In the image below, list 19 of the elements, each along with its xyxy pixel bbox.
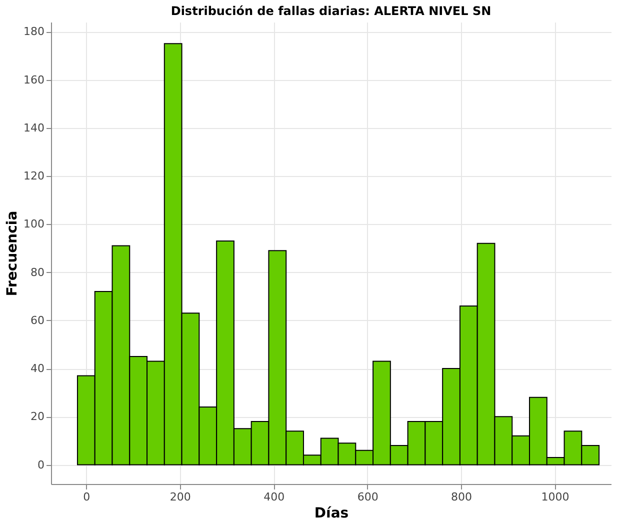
x-tick-label: 800 bbox=[451, 490, 472, 504]
y-axis-title: Frecuencia bbox=[4, 210, 21, 296]
y-tick-label: 0 bbox=[38, 458, 44, 472]
chart-title: Distribución de fallas diarias: ALERTA NIVEL SN bbox=[170, 4, 492, 18]
y-tick-label: 20 bbox=[30, 410, 44, 424]
x-tick-label: 200 bbox=[170, 490, 191, 504]
x-tick-label: 1000 bbox=[541, 490, 570, 504]
x-tick-label: 600 bbox=[357, 490, 378, 504]
y-tick-label: 140 bbox=[24, 121, 44, 134]
y-tick-label: 40 bbox=[30, 362, 44, 375]
x-tick-label: 0 bbox=[83, 490, 90, 504]
y-tick-label: 100 bbox=[24, 218, 44, 231]
x-tick-label: 400 bbox=[264, 490, 285, 504]
y-tick-label: 160 bbox=[24, 73, 44, 86]
y-tick-label: 120 bbox=[24, 170, 44, 182]
x-axis-title: Días bbox=[314, 506, 349, 522]
y-tick-label: 60 bbox=[30, 314, 44, 327]
y-tick-label: 80 bbox=[30, 266, 44, 279]
y-tick-label: 180 bbox=[24, 25, 44, 38]
